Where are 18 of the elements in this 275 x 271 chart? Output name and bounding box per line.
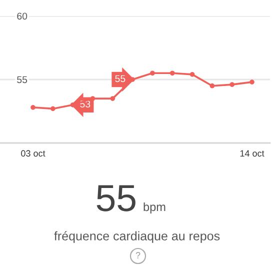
x-tick-label: 03 oct: [21, 150, 46, 157]
y-tick-label: 60: [17, 12, 28, 20]
text: ?: [136, 252, 140, 258]
point: [230, 82, 235, 88]
point: [110, 96, 116, 101]
text: bpm: [144, 202, 166, 214]
point: [210, 83, 215, 88]
text: fréquence cardiaque au repos: [54, 231, 220, 243]
point: [250, 80, 254, 84]
point: [150, 70, 155, 76]
point: [170, 70, 175, 76]
text: 55: [96, 185, 136, 212]
point: [190, 72, 195, 77]
x-tick-label: 14 oct: [240, 150, 264, 157]
point: [30, 105, 36, 110]
point: [50, 106, 56, 112]
point: [90, 96, 96, 101]
data-label: 55: [115, 75, 126, 82]
